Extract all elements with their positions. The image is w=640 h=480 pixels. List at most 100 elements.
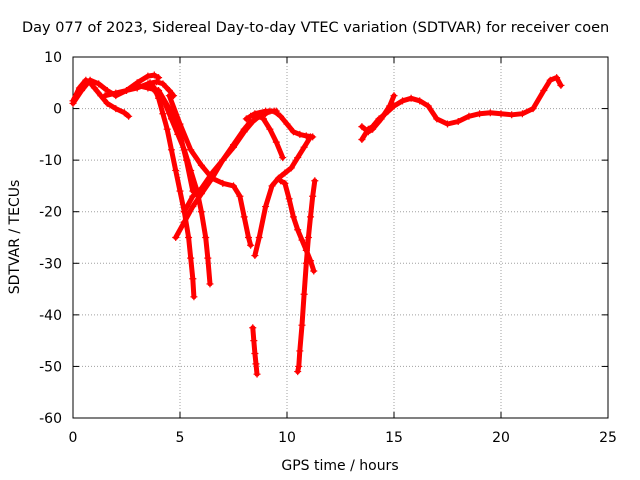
data-point (208, 169, 216, 177)
data-point (197, 208, 205, 216)
data-point (540, 87, 548, 95)
series-arc-12 (251, 133, 315, 260)
data-point (272, 138, 280, 146)
data-point (465, 112, 473, 120)
data-point (294, 226, 302, 234)
data-point (255, 234, 263, 241)
data-point (399, 97, 407, 105)
data-series (69, 71, 565, 378)
data-point (150, 87, 158, 95)
data-point (236, 192, 244, 200)
data-point (296, 130, 304, 138)
data-point (497, 110, 505, 118)
data-point (518, 110, 526, 118)
series-arc-11 (247, 111, 287, 162)
data-point (112, 105, 120, 113)
y-tick-label: -30 (39, 256, 62, 272)
data-point (270, 107, 278, 115)
data-point (90, 84, 98, 92)
data-point (172, 234, 180, 241)
data-point (189, 203, 197, 211)
data-point (307, 133, 315, 141)
series-trace (70, 77, 132, 119)
data-point (304, 234, 312, 241)
data-point (296, 347, 304, 355)
data-point (86, 76, 94, 84)
data-point (283, 120, 291, 128)
data-point (150, 71, 158, 79)
x-tick-label: 5 (176, 430, 185, 446)
data-point (281, 169, 289, 177)
data-point (262, 203, 270, 211)
y-tick-label: -40 (39, 308, 62, 324)
data-point (69, 99, 77, 107)
data-point (416, 97, 424, 105)
data-point (307, 213, 315, 221)
chart-title: Day 077 of 2023, Sidereal Day-to-day VTE… (22, 20, 609, 36)
axis-ticks: 0 5 10 15 20 25 -60 -50 -40 -30 -20 -10 0 10 (39, 50, 617, 446)
data-point (176, 120, 184, 128)
data-point (253, 111, 261, 119)
data-point (407, 94, 415, 102)
x-tick-label: 15 (385, 430, 403, 446)
data-point (103, 99, 111, 107)
data-point (557, 81, 565, 89)
data-point (202, 234, 210, 241)
data-point (219, 179, 227, 187)
y-tick-label: -20 (39, 205, 62, 221)
data-point (268, 182, 276, 190)
data-point (230, 143, 237, 151)
data-point (176, 187, 184, 195)
data-point (155, 89, 163, 97)
data-point (144, 84, 152, 92)
data-point (277, 112, 285, 120)
data-point (189, 275, 197, 283)
data-point (300, 143, 308, 151)
data-point (358, 136, 366, 144)
series-trace (295, 178, 318, 375)
data-point (144, 72, 152, 80)
data-point (444, 120, 451, 128)
data-point (251, 252, 259, 260)
x-axis-label: GPS time / hours (281, 458, 398, 474)
data-point (424, 102, 432, 110)
data-point (180, 146, 188, 154)
x-tick-label: 20 (492, 430, 510, 446)
data-point (163, 125, 171, 133)
data-point (242, 115, 250, 123)
data-point (190, 293, 198, 301)
data-point (386, 102, 394, 110)
data-point (112, 89, 120, 97)
data-point (187, 166, 195, 174)
data-point (78, 87, 86, 95)
data-point (508, 111, 516, 119)
y-tick-label: 10 (44, 50, 62, 66)
data-point (298, 321, 306, 329)
data-point (377, 115, 385, 123)
data-point (180, 208, 188, 216)
data-point (95, 80, 103, 88)
data-point (247, 241, 255, 249)
series-trace (359, 93, 397, 135)
data-point (152, 78, 160, 86)
data-point (189, 192, 197, 200)
data-point (187, 146, 195, 154)
data-point (251, 350, 259, 358)
series-arc-7 (165, 92, 255, 249)
data-point (266, 125, 274, 133)
data-point (295, 362, 303, 370)
data-point (454, 117, 462, 125)
data-point (125, 112, 133, 120)
data-point (159, 80, 167, 88)
data-point (358, 123, 366, 131)
data-point (180, 218, 188, 226)
data-point (285, 195, 293, 203)
data-point (262, 107, 270, 115)
y-tick-label: 0 (53, 102, 62, 118)
data-point (287, 164, 295, 172)
data-point (167, 115, 175, 123)
data-point (161, 99, 169, 107)
y-tick-label: -50 (39, 359, 62, 375)
series-arc-15 (249, 324, 261, 378)
